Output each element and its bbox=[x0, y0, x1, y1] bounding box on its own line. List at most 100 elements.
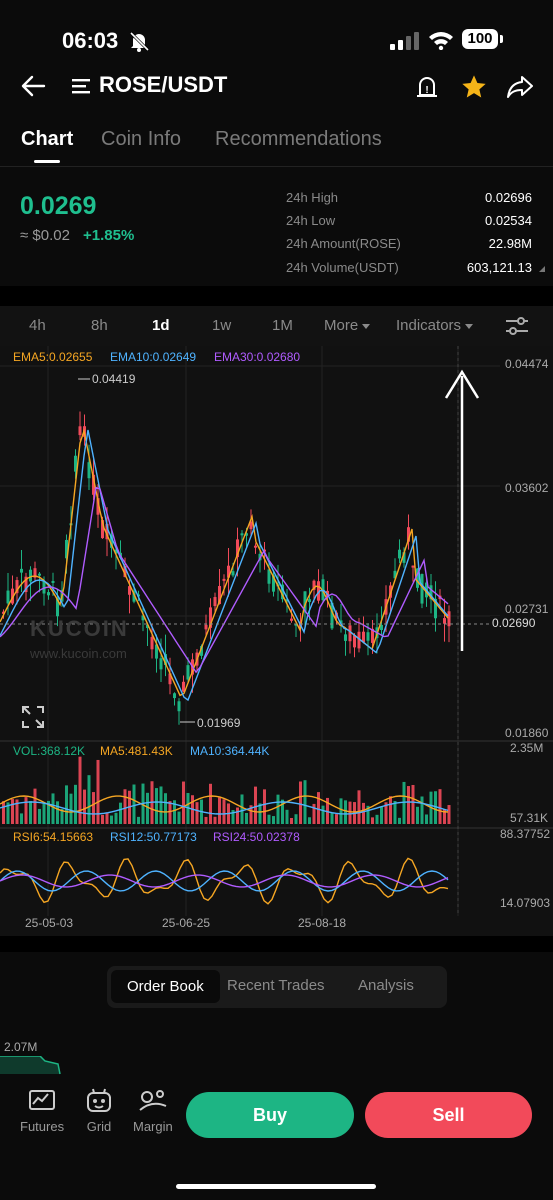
candle-body bbox=[92, 474, 95, 495]
candle-body bbox=[420, 574, 424, 604]
candle-body bbox=[434, 598, 437, 619]
volume-bar bbox=[249, 805, 253, 824]
tab-recommendations[interactable]: Recommendations bbox=[215, 128, 382, 150]
volume-bar bbox=[420, 796, 424, 824]
candle-body bbox=[393, 570, 397, 579]
candle-body bbox=[429, 585, 433, 600]
back-arrow-icon[interactable] bbox=[20, 74, 46, 98]
stat-label-low: 24h Low bbox=[286, 213, 336, 228]
rsi24-legend: RSI24:50.02378 bbox=[213, 830, 300, 844]
volume-bar bbox=[258, 803, 262, 824]
stat-value-amount: 22.98M bbox=[488, 236, 532, 251]
candle-body bbox=[114, 549, 118, 554]
candle-body bbox=[204, 624, 208, 630]
futures-icon bbox=[29, 1090, 56, 1110]
volume-bar bbox=[254, 786, 257, 824]
candle-body bbox=[416, 568, 419, 588]
candle-body bbox=[236, 539, 239, 558]
vol-axis-max: 2.35M bbox=[510, 741, 544, 755]
volume-bar bbox=[303, 780, 307, 824]
volume-bar bbox=[294, 814, 298, 824]
tab-coin-info[interactable]: Coin Info bbox=[101, 128, 182, 150]
tab-recent-trades[interactable]: Recent Trades bbox=[227, 977, 325, 994]
tab-analysis[interactable]: Analysis bbox=[358, 977, 414, 994]
candle-body bbox=[281, 584, 284, 600]
rsi6-line bbox=[0, 857, 449, 905]
date-axis-label: 25-08-18 bbox=[298, 916, 347, 930]
volume-bar bbox=[29, 801, 32, 824]
candle-body bbox=[317, 581, 320, 601]
nav-margin[interactable]: Margin bbox=[133, 1088, 173, 1134]
timeframe-1w[interactable]: 1w bbox=[212, 317, 232, 334]
stat-value-high: 0.02696 bbox=[485, 190, 532, 205]
volume-bar bbox=[164, 793, 167, 824]
candle-body bbox=[47, 592, 50, 596]
grid-bot-icon bbox=[87, 1088, 111, 1112]
favorite-star-icon[interactable] bbox=[460, 73, 488, 101]
ema10-line bbox=[0, 429, 449, 702]
section-divider bbox=[0, 286, 553, 306]
candle-body bbox=[357, 631, 361, 649]
volume-bar bbox=[434, 791, 437, 824]
nav-margin-label: Margin bbox=[133, 1119, 173, 1134]
timeframe-8h[interactable]: 8h bbox=[91, 317, 108, 334]
margin-icon bbox=[139, 1090, 167, 1111]
nav-grid[interactable]: Grid bbox=[85, 1088, 113, 1134]
volume-bar bbox=[407, 786, 410, 824]
volume-bar bbox=[366, 805, 370, 824]
volume-bar bbox=[51, 793, 55, 824]
volume-bar bbox=[231, 810, 235, 824]
vol-ma5-legend: MA5:481.43K bbox=[100, 744, 173, 758]
volume-bar bbox=[245, 812, 248, 824]
fullscreen-icon[interactable] bbox=[22, 706, 44, 728]
volume-bar bbox=[222, 799, 226, 824]
ema5-legend: EMA5:0.02655 bbox=[13, 350, 93, 364]
buy-button[interactable]: Buy bbox=[186, 1092, 354, 1138]
volume-bar bbox=[209, 783, 212, 824]
volume-bar bbox=[6, 802, 10, 824]
candle-body bbox=[267, 569, 271, 584]
timeframe-more[interactable]: More bbox=[324, 317, 371, 334]
price-alert-icon[interactable]: ! bbox=[414, 74, 440, 100]
pair-title[interactable]: ROSE/USDT bbox=[99, 72, 228, 97]
volume-bar bbox=[119, 802, 122, 824]
volume-bar bbox=[182, 781, 185, 824]
candle-body bbox=[407, 527, 410, 542]
candle-body bbox=[344, 634, 347, 641]
volume-bar bbox=[411, 784, 415, 824]
status-time: 06:03 bbox=[62, 28, 119, 53]
indicators-button[interactable]: Indicators bbox=[396, 317, 474, 334]
stat-label-high: 24h High bbox=[286, 190, 339, 205]
timeframe-1M[interactable]: 1M bbox=[272, 317, 293, 334]
volume-bar bbox=[47, 800, 50, 824]
candle-body bbox=[186, 665, 190, 680]
nav-futures[interactable]: Futures bbox=[20, 1088, 64, 1134]
chart-settings-icon[interactable] bbox=[505, 316, 529, 336]
volume-bar bbox=[438, 789, 442, 824]
candle-body bbox=[78, 426, 82, 436]
pair-menu-icon[interactable] bbox=[72, 78, 92, 94]
candle-body bbox=[294, 623, 298, 626]
volume-bar bbox=[146, 792, 149, 824]
volume-bar bbox=[11, 799, 14, 824]
kline-chart[interactable]: EMA5:0.02655 EMA10:0.02649 EMA30:0.02680… bbox=[0, 346, 553, 936]
timeframe-4h[interactable]: 4h bbox=[29, 317, 46, 334]
volume-bar bbox=[321, 805, 325, 824]
timeframe-1d[interactable]: 1d bbox=[152, 317, 170, 334]
vol-axis-min: 57.31K bbox=[510, 811, 549, 825]
volume-bar bbox=[78, 756, 82, 824]
tab-chart[interactable]: Chart bbox=[21, 128, 74, 150]
kline-chart-canvas bbox=[0, 346, 553, 916]
expand-stats-indicator[interactable] bbox=[539, 266, 545, 272]
candle-body bbox=[33, 568, 37, 578]
candle-body bbox=[290, 618, 293, 621]
low-marker-label: 0.01969 bbox=[197, 716, 241, 730]
tab-order-book[interactable]: Order Book bbox=[111, 970, 220, 1003]
volume-bar bbox=[74, 784, 77, 824]
vol-ma10-legend: MA10:364.44K bbox=[190, 744, 270, 758]
app-header: ROSE/USDT ! bbox=[0, 64, 553, 108]
share-icon[interactable] bbox=[506, 74, 534, 100]
sell-button[interactable]: Sell bbox=[365, 1092, 532, 1138]
stat-label-amount: 24h Amount(ROSE) bbox=[286, 236, 401, 251]
ema10-legend: EMA10:0.02649 bbox=[110, 350, 197, 364]
